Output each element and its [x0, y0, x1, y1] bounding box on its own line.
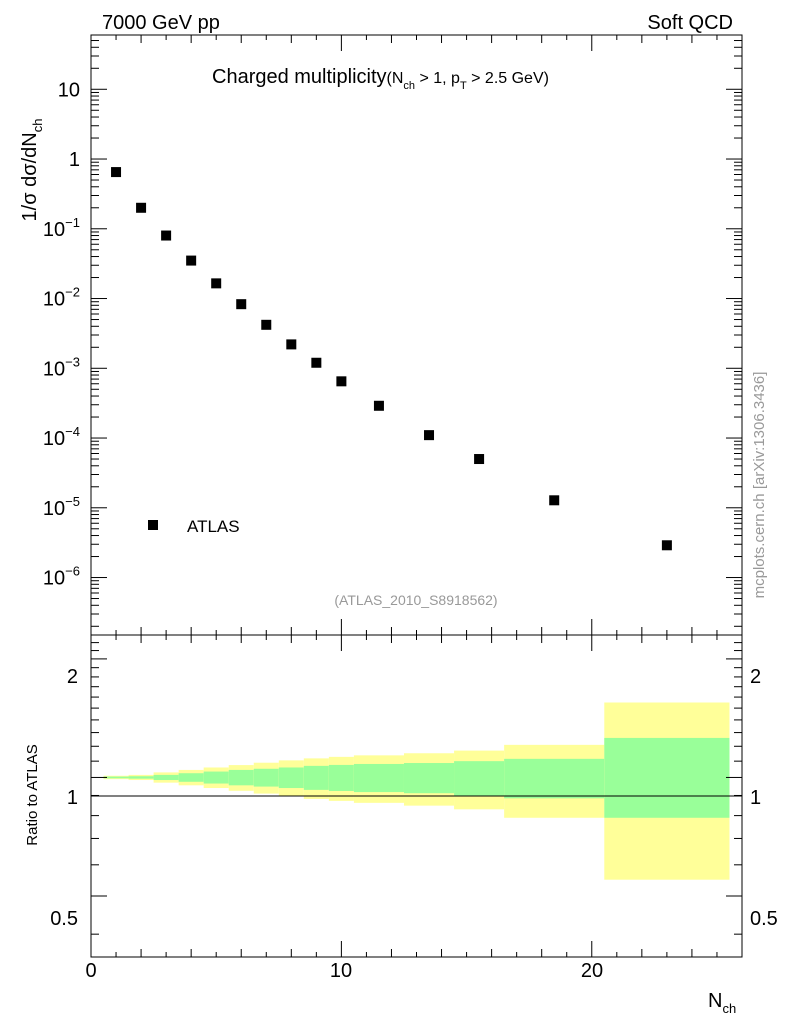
data-point	[161, 230, 172, 241]
data-point	[311, 357, 322, 368]
ratio-y-tick-0.5-right: 0.5	[750, 908, 778, 930]
main-y-tick-label: 10	[58, 79, 80, 101]
ratio-band-inner	[128, 776, 154, 779]
data-point	[373, 400, 384, 411]
data-point	[474, 454, 485, 465]
data-point	[136, 202, 147, 213]
x-tick-label-10: 10	[330, 960, 352, 982]
ratio-band-inner	[454, 761, 505, 796]
x-axis-label-text: N	[708, 990, 722, 1012]
ratio-y-axis-label: Ratio to ATLAS	[24, 744, 41, 845]
ratio-band-inner	[253, 768, 279, 787]
data-point	[661, 540, 672, 551]
ratio-y-tick-1-left: 1	[67, 787, 78, 809]
ratio-uncertainty-bands	[103, 702, 730, 880]
ratio-y-tick-0.5-left: 0.5	[50, 908, 78, 930]
legend-marker-atlas	[148, 520, 158, 530]
main-y-tick-label: 10−6	[43, 564, 80, 590]
plot-title-cut-open: (N	[387, 70, 404, 87]
plot-title-cut-sub-ch: ch	[403, 80, 415, 92]
main-y-tick-label: 10−2	[43, 285, 80, 311]
ratio-band-inner	[278, 767, 304, 789]
ratio-plot-panel: 2 1 0.5 2 1 0.5 Ratio to ATLAS 0 10 20 N…	[24, 634, 778, 1016]
ratio-band-inner	[203, 771, 229, 784]
ratio-band-inner	[403, 763, 455, 794]
x-tick-label-20: 20	[581, 960, 603, 982]
data-series-atlas	[111, 167, 672, 551]
plot-title-cut-end: > 2.5 GeV)	[467, 70, 549, 87]
main-plot-panel: 10 1 10−1 10−2 10−3 10−4 10−5 10−6 Charged mult…	[19, 34, 743, 636]
ratio-band-inner	[153, 774, 179, 781]
data-point	[336, 376, 347, 387]
main-y-axis-label: 1/σ dσ/dNch	[19, 119, 45, 222]
ratio-band-inner	[604, 737, 730, 818]
ratio-band-inner	[103, 776, 129, 779]
main-y-axis-label-sub: ch	[30, 119, 45, 133]
header-energy-label: 7000 GeV pp	[102, 12, 220, 34]
header-category-label: Soft QCD	[647, 12, 733, 34]
main-y-tick-label: 1	[69, 149, 80, 171]
data-point	[111, 167, 122, 178]
plot-title-cut-sub-t: T	[460, 80, 467, 92]
x-tick-label-0: 0	[85, 960, 96, 982]
ratio-y-tick-2-left: 2	[67, 666, 78, 688]
main-axis-ticks	[90, 34, 743, 635]
x-axis-label-sub: ch	[722, 1001, 736, 1016]
data-point	[186, 255, 197, 266]
main-y-tick-label: 10−5	[43, 494, 80, 520]
ratio-y-tick-1-right: 1	[750, 787, 761, 809]
analysis-tag: (ATLAS_2010_S8918562)	[334, 592, 497, 608]
ratio-band-inner	[303, 765, 329, 790]
x-axis-label: Nch	[708, 990, 736, 1016]
main-y-tick-label: 10−3	[43, 354, 80, 380]
main-plot-frame	[90, 34, 743, 636]
watermark-text: mcplots.cern.ch [arXiv:1306.3436]	[751, 372, 768, 599]
ratio-y-tick-2-right: 2	[750, 666, 761, 688]
plot-title-cut-mid: > 1, p	[415, 70, 460, 87]
ratio-band-inner	[504, 758, 605, 799]
data-point	[211, 278, 222, 289]
main-y-axis-label-text: 1/σ dσ/dN	[19, 132, 41, 221]
plot-title-main: Charged multiplicity	[212, 66, 387, 88]
main-y-tick-label: 10−1	[43, 215, 80, 241]
ratio-band-inner	[178, 773, 204, 782]
ratio-band-inner	[228, 769, 254, 786]
main-y-tick-labels: 10 1 10−1 10−2 10−3 10−4 10−5 10−6	[43, 79, 80, 589]
data-point	[424, 430, 435, 441]
data-point	[549, 495, 560, 506]
plot-title: Charged multiplicity(Nch > 1, pT > 2.5 G…	[212, 66, 549, 92]
ratio-band-inner	[353, 763, 404, 793]
main-y-tick-label: 10−4	[43, 424, 80, 450]
ratio-plot-frame	[90, 634, 743, 958]
ratio-band-inner	[328, 764, 354, 791]
legend-label-atlas: ATLAS	[187, 517, 240, 536]
data-point	[286, 339, 297, 350]
data-point	[236, 299, 247, 310]
data-point	[261, 319, 272, 330]
